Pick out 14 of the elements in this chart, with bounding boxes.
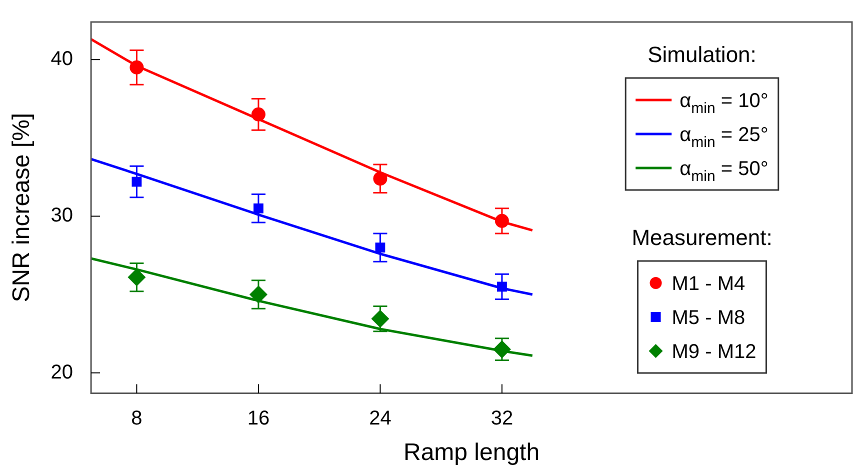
x-tick-label: 16 <box>247 408 270 430</box>
y-axis-title: SNR increase [%] <box>8 112 36 302</box>
x-tick-label: 32 <box>490 408 514 430</box>
legend-label: M9 - M12 <box>672 341 756 363</box>
legend-label: M5 - M8 <box>672 307 746 329</box>
y-tick-label: 30 <box>50 204 74 227</box>
x-tick-label: 8 <box>131 408 142 430</box>
legend-label: M1 - M4 <box>672 273 746 295</box>
annotation: Measurement: <box>632 225 772 250</box>
legend-title: Simulation: <box>648 42 756 67</box>
y-tick-label: 20 <box>50 361 74 384</box>
x-axis-title: Ramp length <box>403 439 540 466</box>
y-tick-label: 40 <box>50 48 74 70</box>
x-tick-label: 24 <box>369 408 392 430</box>
